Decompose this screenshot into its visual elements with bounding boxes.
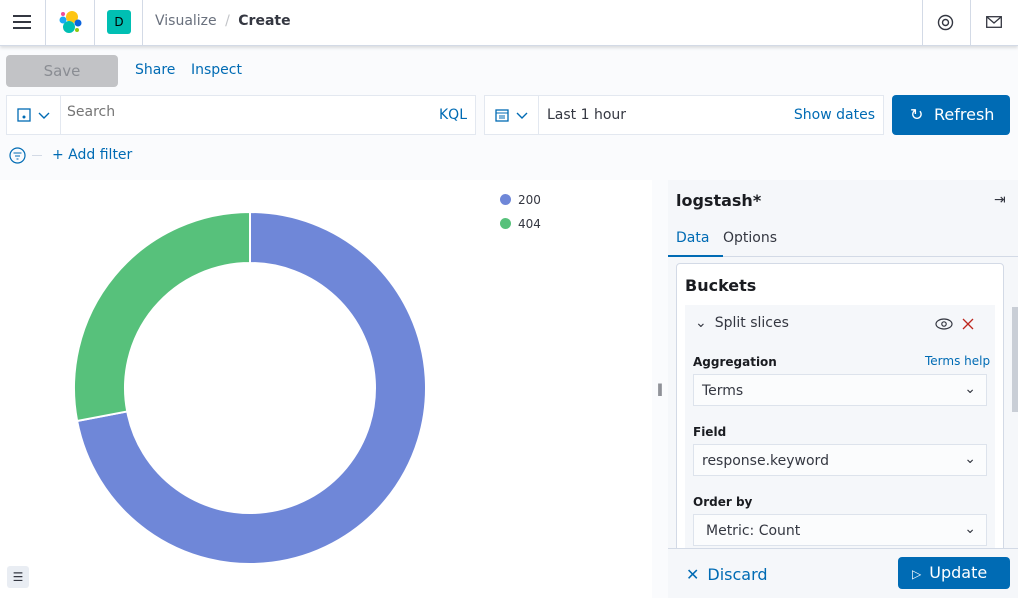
menu-icon[interactable] xyxy=(13,15,31,29)
refresh-icon: ↻ xyxy=(910,105,924,124)
save-query-chevron-icon xyxy=(17,108,50,122)
play-icon: ▷ xyxy=(912,567,922,581)
share-link[interactable]: Share xyxy=(135,62,176,78)
kql-toggle[interactable]: KQL xyxy=(439,107,467,123)
breadcrumb-create: Create xyxy=(238,13,291,29)
editor-sidebar: logstash* ⇥ Data Options Buckets ⌄ Split … xyxy=(668,180,1018,598)
calendar-chevron-icon xyxy=(495,109,528,122)
donut-chart xyxy=(73,210,427,565)
update-label: Update xyxy=(929,563,988,582)
saved-query-button[interactable] xyxy=(7,96,61,134)
top-header: D Visualize / Create xyxy=(0,0,1018,46)
collapse-sidebar-icon[interactable]: ⇥ xyxy=(994,192,1006,208)
inspect-link[interactable]: Inspect xyxy=(191,62,242,78)
tab-options[interactable]: Options xyxy=(723,230,778,246)
search-input[interactable] xyxy=(67,104,427,120)
save-button[interactable]: Save xyxy=(6,55,118,87)
discard-label: Discard xyxy=(707,565,768,584)
bucket-toggle[interactable]: ⌄ Split slices xyxy=(695,315,789,331)
refresh-label: Refresh xyxy=(934,105,995,124)
bucket-title: Split slices xyxy=(714,315,789,331)
legend-item-200[interactable]: 200 xyxy=(500,193,541,217)
discard-button[interactable]: ✕ Discard xyxy=(686,565,768,584)
tab-data[interactable]: Data xyxy=(668,230,723,257)
chart-area: 200 404 ☰ xyxy=(0,180,652,598)
sidebar-footer: ✕ Discard ▷ Update xyxy=(668,548,1018,598)
add-filter-button[interactable]: + Add filter xyxy=(52,147,133,163)
split-slices-bucket: ⌄ Split slices xyxy=(685,305,995,565)
date-picker: Last 1 hour Show dates xyxy=(484,95,884,135)
legend-item-404[interactable]: 404 xyxy=(500,217,541,231)
legend-toggle-icon[interactable]: ☰ xyxy=(7,566,29,588)
time-range[interactable]: Last 1 hour xyxy=(547,107,627,123)
elastic-logo-icon[interactable] xyxy=(58,10,82,34)
slice-200[interactable] xyxy=(75,210,427,565)
help-icon[interactable] xyxy=(937,14,954,31)
breadcrumb-visualize[interactable]: Visualize xyxy=(155,13,217,29)
show-dates-link[interactable]: Show dates xyxy=(793,107,875,123)
refresh-button[interactable]: ↻ Refresh xyxy=(892,95,1010,135)
legend-label: 200 xyxy=(518,193,541,207)
resize-handle[interactable]: ‖ xyxy=(657,382,663,396)
terms-help-link[interactable]: Terms help xyxy=(925,354,991,368)
query-bar: KQL xyxy=(6,95,476,135)
slice-404[interactable] xyxy=(73,210,251,423)
legend: 200 404 xyxy=(500,193,541,231)
quick-menu-button[interactable] xyxy=(485,96,539,134)
scrollbar[interactable] xyxy=(1012,307,1018,412)
index-pattern-title: logstash* xyxy=(676,191,762,210)
close-icon: ✕ xyxy=(686,565,700,584)
update-button[interactable]: ▷ Update xyxy=(898,557,1010,589)
remove-icon[interactable] xyxy=(962,318,974,330)
buckets-title: Buckets xyxy=(685,276,757,295)
filter-icon[interactable] xyxy=(9,147,45,164)
legend-label: 404 xyxy=(518,217,541,231)
space-avatar[interactable]: D xyxy=(107,10,131,34)
chevron-down-icon: ⌄ xyxy=(695,315,707,331)
breadcrumb: Visualize / Create xyxy=(155,13,291,29)
buckets-panel: Buckets ⌄ Split slices xyxy=(676,263,1004,565)
mail-icon[interactable] xyxy=(986,16,1002,28)
eye-icon[interactable] xyxy=(935,318,953,330)
